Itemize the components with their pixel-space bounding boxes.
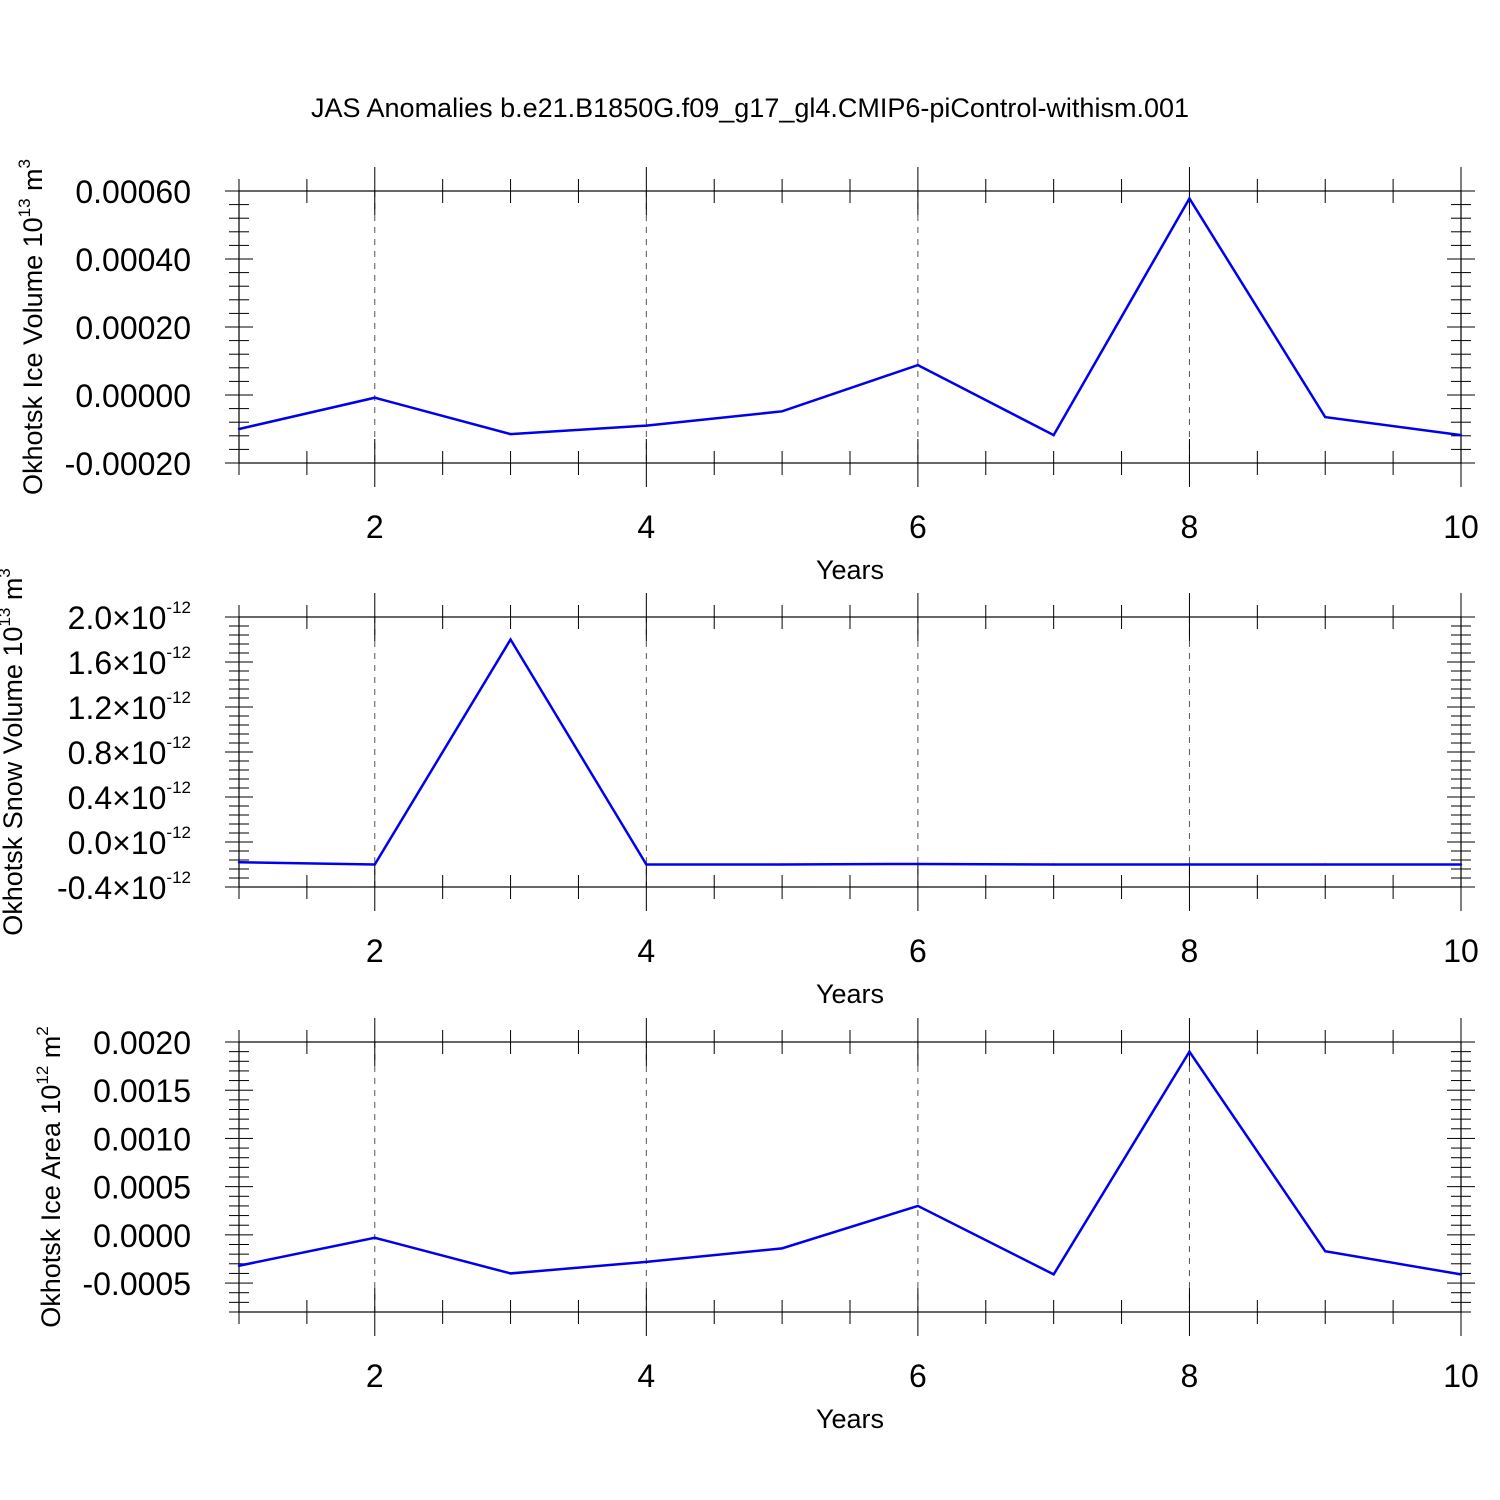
x-tick-label: 10	[1443, 1358, 1479, 1394]
x-tick-label: 6	[909, 933, 927, 969]
data-point	[237, 1264, 241, 1267]
data-point	[645, 424, 648, 427]
series-line	[238, 1049, 1462, 1277]
data-point	[1188, 863, 1191, 866]
y-tick-label: -0.0005	[82, 1266, 191, 1302]
y-tick-label: 0.0005	[93, 1170, 191, 1206]
y-tick-label: 0.0000	[93, 1218, 191, 1254]
x-tick-label: 6	[909, 1358, 927, 1394]
panels: 2 4 6 8 10 -0.00020 0.00000 0.00020 0.00040 0.000…	[0, 159, 1479, 1434]
data-point	[1459, 1273, 1463, 1276]
x-tick-label: 4	[637, 509, 655, 545]
plot-frame	[238, 1041, 1462, 1313]
y-tick-label: 0.00060	[75, 174, 191, 210]
data-point	[1459, 863, 1463, 866]
y-axis-label: Okhotsk Ice Volume 1013 m3	[15, 159, 48, 495]
data-point	[1324, 1250, 1327, 1253]
data-point	[1324, 415, 1327, 419]
data-point	[1052, 1273, 1055, 1276]
y-tick-label: 0.0020	[93, 1025, 191, 1061]
data-point	[509, 638, 512, 641]
x-tick-label: 10	[1443, 509, 1479, 545]
plot-frame	[238, 190, 1462, 464]
data-point	[237, 427, 241, 431]
y-tick-label: 0.0×10-12	[68, 823, 191, 861]
x-tick-label: 4	[637, 1358, 655, 1394]
x-tick-label: 8	[1181, 933, 1199, 969]
x-axis-label: Years	[816, 1404, 884, 1434]
plot-frame	[238, 616, 1462, 888]
chart-panel-2: 2 4 6 8 10 -0.4×10-12 0.0×10-12 0.4×10-12 0.8×10…	[0, 568, 1479, 1009]
y-tick-label: -0.00020	[65, 446, 191, 482]
y-axis-label: Okhotsk Ice Area 1012 m2	[33, 1026, 66, 1328]
series-line	[238, 196, 1462, 437]
data-point	[373, 396, 376, 399]
data-point	[916, 862, 920, 866]
x-tick-label: 2	[366, 1358, 384, 1394]
data-point	[1459, 433, 1463, 437]
y-tick-label: 0.0010	[93, 1121, 191, 1157]
data-point	[509, 432, 512, 436]
data-point	[373, 863, 376, 866]
data-point	[645, 1260, 648, 1264]
chart-panel-1: 2 4 6 8 10 -0.00020 0.00000 0.00020 0.00040 0.000…	[15, 159, 1479, 585]
data-point	[1052, 863, 1055, 866]
y-tick-label: 0.4×10-12	[68, 778, 191, 816]
x-tick-label: 4	[637, 933, 655, 969]
data-point	[1052, 433, 1055, 437]
data-point	[373, 1236, 376, 1239]
x-tick-label: 2	[366, 933, 384, 969]
y-tick-label: 0.8×10-12	[68, 733, 191, 771]
y-tick-label: 0.0015	[93, 1073, 191, 1109]
data-point	[645, 863, 648, 866]
x-tick-label: 8	[1181, 509, 1199, 545]
data-point	[1188, 197, 1191, 200]
y-tick-label: 1.6×10-12	[68, 643, 191, 681]
data-point	[916, 363, 920, 367]
y-tick-label: -0.4×10-12	[57, 868, 191, 906]
y-tick-label: 0.00000	[75, 378, 191, 414]
chart-panel-3: 2 4 6 8 10 -0.0005 0.0000 0.0005 0.0010 0.0015 0.0…	[33, 1018, 1479, 1434]
y-tick-label: 1.2×10-12	[68, 688, 191, 726]
x-tick-label: 6	[909, 509, 927, 545]
x-tick-label: 2	[366, 509, 384, 545]
y-tick-label: 2.0×10-12	[68, 598, 191, 636]
data-point	[780, 1247, 784, 1250]
y-tick-label: 0.00040	[75, 242, 191, 278]
series-line	[238, 637, 1461, 866]
x-axis-label: Years	[816, 555, 884, 585]
data-point	[509, 1272, 512, 1275]
y-tick-label: 0.00020	[75, 310, 191, 346]
x-tick-label: 8	[1181, 1358, 1199, 1394]
data-point	[916, 1204, 920, 1208]
data-point	[237, 861, 241, 864]
data-point	[780, 410, 784, 413]
x-tick-label: 10	[1443, 933, 1479, 969]
figure-title: JAS Anomalies b.e21.B1850G.f09_g17_gl4.C…	[311, 93, 1189, 123]
data-point	[1324, 863, 1327, 866]
x-axis-label: Years	[816, 979, 884, 1009]
y-axis-label: Okhotsk Snow Volume 1013 m3	[0, 568, 28, 936]
data-point	[1188, 1050, 1191, 1053]
data-point	[780, 863, 784, 866]
